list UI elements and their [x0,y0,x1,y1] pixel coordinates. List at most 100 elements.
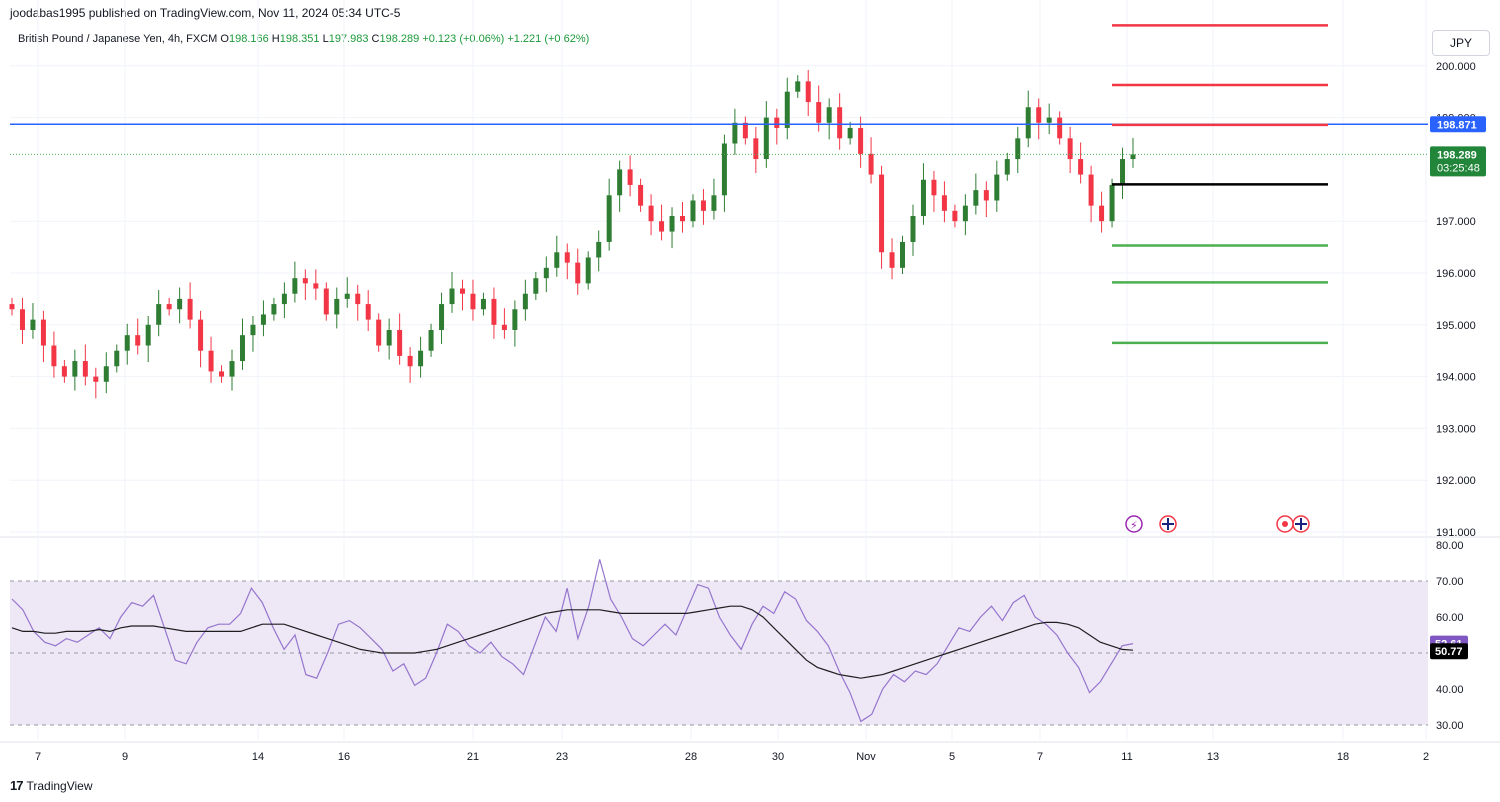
candle-body [742,122,748,139]
ohlc-low-label: L [322,33,329,45]
time-tick-label: 14 [252,751,264,763]
candle-body [962,205,968,222]
candle-body [323,288,329,315]
candle-body [1046,117,1052,123]
candle-body [428,329,434,351]
candle-body [554,252,560,268]
ohlc-close-label: C [371,33,380,45]
candle-body [470,293,476,310]
last-price-text: 198.289 [1437,149,1477,161]
candle-body [334,298,340,315]
countdown-text: 03:25:48 [1437,162,1480,174]
candle-body [826,107,832,123]
time-tick-label: 11 [1121,751,1132,763]
candle-body [784,91,790,128]
candle-body [973,190,979,206]
candle-body [239,335,245,362]
price-tick-label: 192.000 [1436,475,1476,487]
candle-body [617,169,623,196]
ohlc-close: 198.289 [379,33,420,45]
candle-body [376,319,382,346]
candle-body [480,298,486,310]
candle-body [1078,159,1084,175]
candle-body [1088,174,1094,206]
candle-body [753,138,759,160]
blue-line-price-text: 198.871 [1437,119,1477,131]
candle-body [1057,117,1063,139]
candle-body [931,179,937,196]
last-price-badge [1430,146,1486,177]
time-tick-label: 2 [1423,751,1429,763]
candle-body [229,361,235,377]
symbol-legend: British Pound / Japanese Yen, 4h, FXCM O… [18,33,589,45]
candle-body [145,324,151,346]
candle-body [1025,107,1031,139]
candle-body [219,371,225,377]
time-tick-label: 28 [685,751,697,763]
ohlc-low: 197.983 [328,33,369,45]
published-line: joodabas1995 published on TradingView.co… [10,6,401,20]
time-tick-label: 7 [35,751,41,763]
candle-body [250,324,256,336]
rsi-tick-label: 60.00 [1436,612,1464,624]
candle-body [166,304,172,310]
candle-body [941,195,947,211]
price-tick-label: 200.000 [1436,61,1476,73]
candle-body [659,221,665,232]
candle-body [512,309,518,330]
candle-body [910,216,916,242]
time-tick-label: 23 [556,751,568,763]
rsi-tick-label: 70.00 [1436,576,1464,588]
candle-body [114,350,120,367]
price-tick-label: 194.000 [1436,372,1476,384]
footer: 17 TradingView [10,778,93,793]
candle-body [135,335,141,346]
candle-body [774,117,780,128]
candle-body [638,184,644,206]
rsi-tick-label: 30.00 [1436,720,1464,732]
candle-body [313,283,319,289]
candle-body [522,293,528,310]
flash-event-glyph: ⚡ [1130,519,1138,532]
candle-body [837,107,843,139]
candle-body [606,195,612,242]
candle-body [868,153,874,175]
price-tick-label: 196.000 [1436,268,1476,280]
candle-body [397,329,403,356]
currency-selector[interactable]: JPY [1432,30,1490,56]
candle-body [177,298,183,310]
candle-body [292,278,298,294]
candle-body [1099,205,1105,222]
candle-body [585,257,591,284]
candle-body [9,304,15,310]
candle-body [198,319,204,351]
dot-event-center [1282,521,1288,527]
candle-body [805,81,811,103]
candle-body [344,293,350,299]
candle-body [271,304,277,315]
rsi-ma-text: 50.77 [1435,646,1463,658]
candle-body [439,304,445,330]
candle-body [208,350,214,372]
time-tick-label: 13 [1207,751,1219,763]
candle-body [355,293,361,305]
candle-body [983,190,989,201]
candle-body [51,345,57,367]
symbol-title: British Pound / Japanese Yen, 4h, FXCM [18,33,218,45]
price-tick-label: 191.000 [1436,527,1476,539]
candle-body [627,169,633,185]
candle-body [690,200,696,222]
candle-body [459,288,465,294]
time-tick-label: 30 [772,751,784,763]
ohlc-high: 198.351 [279,33,320,45]
change-value-2: +1.221 (+0.62%) [507,33,590,45]
candle-body [543,267,549,279]
rsi-tick-label: 80.00 [1436,540,1464,552]
candle-body [1109,184,1115,222]
candle-body [564,252,570,263]
candle-body [1015,138,1021,160]
rsi-tick-label: 40.00 [1436,684,1464,696]
currency-label: JPY [1449,36,1472,50]
candle-body [187,298,193,320]
